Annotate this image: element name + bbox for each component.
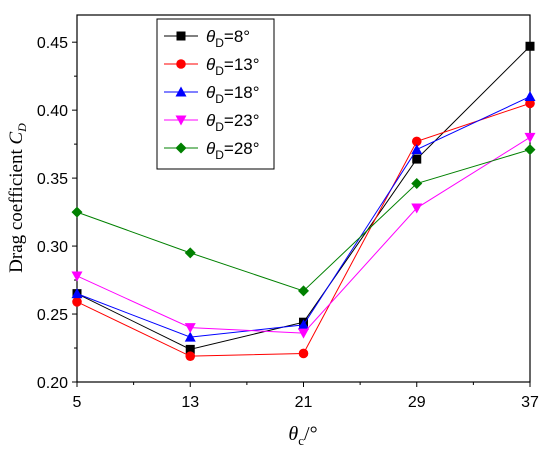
legend-label: θD=28° [206, 139, 260, 162]
y-axis-ticks: 0.20 0.25 0.30 0.35 0.40 0.45 [37, 35, 77, 392]
y-tick-label: 0.20 [37, 375, 68, 392]
legend: θD=8°θD=13°θD=18°θD=23°θD=28° [156, 18, 275, 170]
data-point [524, 144, 536, 156]
data-point [298, 348, 309, 359]
legend-label-sub: D [215, 64, 224, 78]
y-tick-label: 0.30 [37, 239, 68, 256]
data-point [184, 323, 196, 334]
series-3 [71, 132, 536, 339]
data-point [184, 247, 196, 259]
legend-marker [175, 115, 187, 126]
data-point [298, 319, 309, 330]
legend-items: θD=8°θD=13°θD=18°θD=23°θD=28° [164, 27, 260, 162]
x-axis-label-suffix: /° [304, 423, 318, 445]
x-tick-label: 37 [521, 394, 539, 411]
legend-item: θD=13° [164, 55, 260, 78]
legend-label: θD=13° [206, 55, 260, 78]
x-tick-label: 5 [73, 394, 82, 411]
legend-marker [176, 31, 186, 41]
series-line [76, 45, 531, 350]
legend-item: θD=18° [164, 83, 260, 106]
legend-label-main: θ [206, 83, 216, 102]
data-point [524, 132, 536, 143]
data-point [71, 206, 83, 218]
y-tick-label: 0.45 [37, 35, 68, 52]
legend-label-suffix: =18° [224, 83, 260, 102]
x-axis-label-sub: c [298, 433, 304, 448]
data-point [185, 351, 196, 361]
legend-label-suffix: =8° [224, 27, 250, 46]
legend-box [156, 18, 275, 170]
series-4 [71, 144, 536, 297]
legend-label-main: θ [206, 27, 216, 46]
legend-item: θD=8° [164, 27, 250, 50]
data-point [71, 271, 83, 282]
legend-label-suffix: =28° [224, 139, 260, 158]
series-line [76, 149, 531, 292]
data-point [71, 288, 83, 299]
data-point [412, 154, 422, 164]
y-tick-label: 0.35 [37, 171, 68, 188]
data-point [72, 297, 82, 307]
data-point [411, 178, 423, 190]
data-point [411, 203, 423, 214]
legend-item: θD=28° [164, 139, 260, 162]
legend-label-sub: D [215, 92, 224, 106]
legend-label: θD=18° [206, 83, 260, 106]
x-axis-label: θc/° [288, 423, 317, 448]
data-point [411, 144, 423, 155]
data-point [184, 331, 196, 342]
data-point [524, 91, 536, 102]
legend-marker [176, 59, 186, 69]
series-layer [71, 41, 536, 361]
x-tick-label: 29 [408, 394, 426, 411]
legend-item: θD=23° [164, 111, 260, 134]
x-axis-label-main: θ [288, 423, 298, 445]
legend-label-sub: D [215, 120, 224, 134]
y-axis-label-sub: D [15, 123, 29, 133]
legend-marker [175, 142, 187, 154]
y-tick-label: 0.25 [37, 307, 68, 324]
y-axis-label-main: Drag coefficient [6, 144, 27, 272]
data-point [185, 344, 195, 354]
y-tick-label: 0.40 [37, 103, 68, 120]
y-axis-label: Drag coefficient CD [6, 123, 29, 273]
series-line [76, 96, 531, 338]
legend-label-main: θ [206, 111, 216, 130]
data-point [298, 328, 309, 339]
data-point [298, 285, 309, 297]
legend-label-suffix: =23° [224, 111, 260, 130]
legend-label: θD=8° [206, 27, 250, 50]
legend-label-main: θ [206, 139, 216, 158]
legend-label-sub: D [215, 148, 224, 162]
series-0 [72, 41, 535, 354]
series-line [76, 136, 531, 334]
data-point [525, 41, 535, 51]
series-2 [71, 91, 536, 342]
x-axis-ticks: 5 13 21 29 37 [73, 382, 539, 411]
legend-label: θD=23° [206, 111, 260, 134]
data-point [411, 136, 422, 147]
legend-label-main: θ [206, 55, 216, 74]
legend-marker [175, 86, 187, 97]
legend-label-sub: D [215, 36, 224, 50]
y-axis-label-var: C [6, 131, 27, 144]
x-tick-label: 13 [181, 394, 199, 411]
x-tick-label: 21 [295, 394, 313, 411]
legend-label-suffix: =13° [224, 55, 260, 74]
